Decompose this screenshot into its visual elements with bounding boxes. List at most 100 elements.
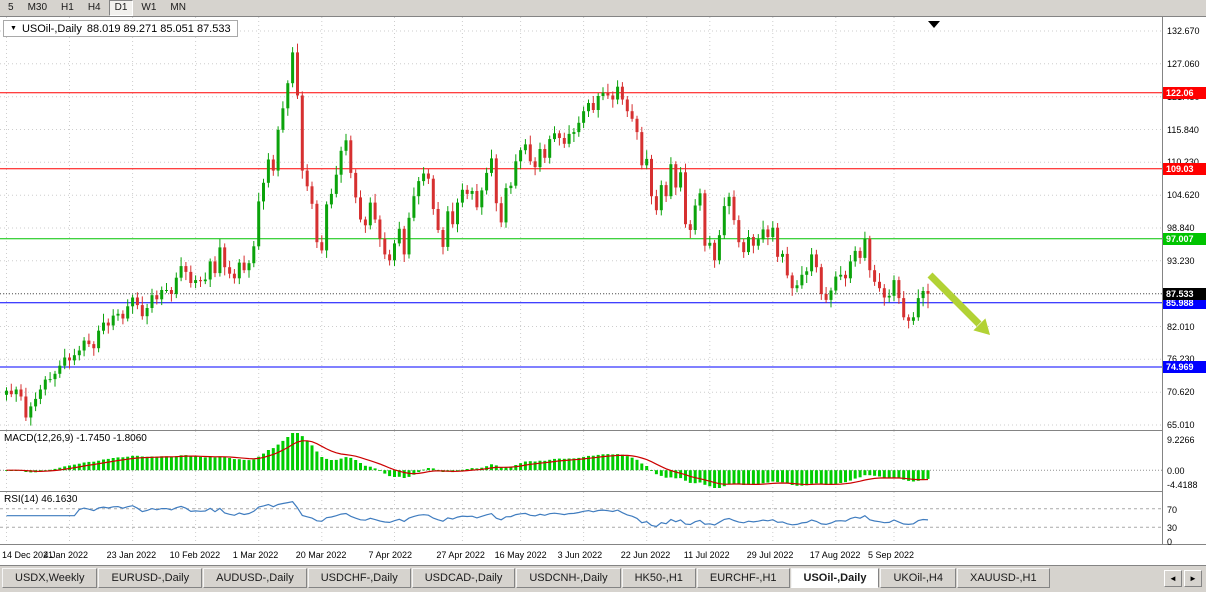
chart-tab-eurchf-h1[interactable]: EURCHF-,H1 xyxy=(696,568,790,588)
macd-histogram-bar xyxy=(237,459,241,471)
candle-body xyxy=(441,230,445,247)
tab-scroll-right-icon[interactable]: ► xyxy=(1184,570,1202,587)
macd-signal-line xyxy=(6,440,929,486)
candle-body xyxy=(5,390,8,395)
macd-histogram-bar xyxy=(921,470,925,480)
chart-tab-ukoil-h4[interactable]: UKOil-,H4 xyxy=(880,568,956,588)
macd-histogram-bar xyxy=(203,457,207,471)
chart-tab-audusd-daily[interactable]: AUDUSD-,Daily xyxy=(203,568,307,588)
timeframe-button-d1[interactable]: D1 xyxy=(108,0,134,16)
chart-tab-usdcad-daily[interactable]: USDCAD-,Daily xyxy=(411,568,516,588)
macd-histogram-bar xyxy=(902,470,906,480)
macd-histogram-bar xyxy=(296,433,299,471)
macd-histogram-bar xyxy=(460,469,464,471)
candle-body xyxy=(281,108,285,130)
timeframe-button-m30[interactable]: M30 xyxy=(27,2,48,13)
candle-body xyxy=(344,140,348,151)
candle-body xyxy=(121,313,125,319)
price-axis[interactable]: 132.670127.060121.450115.840110.230104.6… xyxy=(1162,17,1206,547)
candle-body xyxy=(766,229,770,237)
candle-body xyxy=(397,228,401,244)
macd-histogram-bar xyxy=(102,459,105,471)
chart-tab-usdchf-daily[interactable]: USDCHF-,Daily xyxy=(307,568,411,588)
timeframe-button-w1[interactable]: W1 xyxy=(141,2,157,13)
candle-body xyxy=(242,262,246,271)
candle-body xyxy=(359,197,362,220)
candle-body xyxy=(38,389,42,399)
object-marker-icon xyxy=(928,21,940,28)
candle-body xyxy=(24,396,28,418)
timeframe-button-5[interactable]: 5 xyxy=(8,2,14,13)
macd-histogram-bar xyxy=(567,458,571,471)
candle-body xyxy=(582,111,586,123)
macd-histogram-bar xyxy=(776,470,780,483)
chart-tab-hk50-h1[interactable]: HK50-,H1 xyxy=(621,568,696,588)
timeframe-button-h1[interactable]: H1 xyxy=(61,2,74,13)
macd-histogram-bar xyxy=(145,456,149,471)
chart-tabs: USDX,Weekly EURUSD-,Daily AUDUSD-,Daily USD… xyxy=(2,568,1051,588)
macd-histogram-bar xyxy=(557,458,561,471)
macd-histogram-bar xyxy=(790,470,794,485)
rsi-line xyxy=(6,501,929,528)
rsi-indicator-pane[interactable]: RSI(14) 46.1630 xyxy=(0,492,1162,544)
chart-tab-usdx-weekly[interactable]: USDX,Weekly xyxy=(2,568,98,588)
main-chart-pane[interactable]: ▼ USOil-,Daily 88.019 89.271 85.051 87.5… xyxy=(0,17,1162,430)
macd-histogram-bar xyxy=(315,451,319,471)
rsi-level-70-label: 70 xyxy=(1167,504,1178,515)
candle-body xyxy=(194,280,198,283)
candle-body xyxy=(58,365,62,374)
candle-body xyxy=(732,196,736,221)
chart-tab-eurusd-daily[interactable]: EURUSD-,Daily xyxy=(98,568,203,588)
timeframe-button-h4[interactable]: H4 xyxy=(87,2,101,13)
candle-body xyxy=(606,92,610,96)
chart-tab-usoil-daily[interactable]: USOil-,Daily xyxy=(790,568,880,588)
price-tick-label: 132.670 xyxy=(1167,26,1200,36)
candle-body xyxy=(785,253,789,276)
candlestick-chart xyxy=(0,17,1162,430)
candle-body xyxy=(383,238,387,255)
candle-body xyxy=(465,189,469,194)
candle-body xyxy=(145,308,149,317)
sell-arrow-object[interactable] xyxy=(927,272,982,327)
candle-body xyxy=(460,189,464,203)
macd-histogram-bar xyxy=(150,456,154,471)
time-axis[interactable]: 14 Dec 2021 4 Jan 2022 23 Jan 2022 10 Feb 2… xyxy=(0,544,1206,565)
timeframe-toolbar: 5 M30 H1 H4 D1 W1 MN xyxy=(0,0,1206,17)
macd-histogram-bar xyxy=(829,470,833,485)
macd-indicator-pane[interactable]: MACD(12,26,9) -1.7450 -1.8060 xyxy=(0,431,1162,491)
candle-body xyxy=(800,274,804,286)
candle-body xyxy=(480,190,484,208)
macd-histogram-bar xyxy=(242,459,246,471)
candle-body xyxy=(456,202,459,225)
macd-histogram-bar xyxy=(625,456,629,471)
macd-histogram-bar xyxy=(135,455,139,471)
macd-histogram-bar xyxy=(650,470,653,471)
pane-splitter[interactable] xyxy=(0,430,1206,431)
tab-scroll-left-icon[interactable]: ◄ xyxy=(1164,570,1182,587)
candle-body xyxy=(587,103,590,112)
candle-body xyxy=(688,224,692,230)
candle-body xyxy=(916,298,920,318)
candle-body xyxy=(19,389,23,397)
candle-body xyxy=(339,150,343,175)
ohlc-dropdown-icon[interactable]: ▼ xyxy=(10,25,17,32)
candle-body xyxy=(727,196,731,207)
chart-tab-usdcnh-daily[interactable]: USDCNH-,Daily xyxy=(516,568,621,588)
timeframe-button-mn[interactable]: MN xyxy=(170,2,186,13)
candle-body xyxy=(737,220,741,243)
candle-body xyxy=(77,350,81,356)
macd-histogram-bar xyxy=(756,470,760,485)
macd-histogram-bar xyxy=(174,456,178,471)
macd-histogram-bar xyxy=(388,470,392,477)
candle-body xyxy=(625,99,629,112)
chart-tab-xauusd-h1[interactable]: XAUUSD-,H1 xyxy=(957,568,1050,588)
candle-body xyxy=(645,158,649,166)
macd-histogram-bar xyxy=(228,458,232,471)
candle-body xyxy=(237,262,241,279)
macd-histogram-bar xyxy=(276,444,280,471)
candle-body xyxy=(422,173,426,182)
macd-histogram-bar xyxy=(281,440,285,471)
candle-body xyxy=(553,133,556,140)
candle-body xyxy=(247,263,251,271)
pane-splitter[interactable] xyxy=(0,491,1206,492)
